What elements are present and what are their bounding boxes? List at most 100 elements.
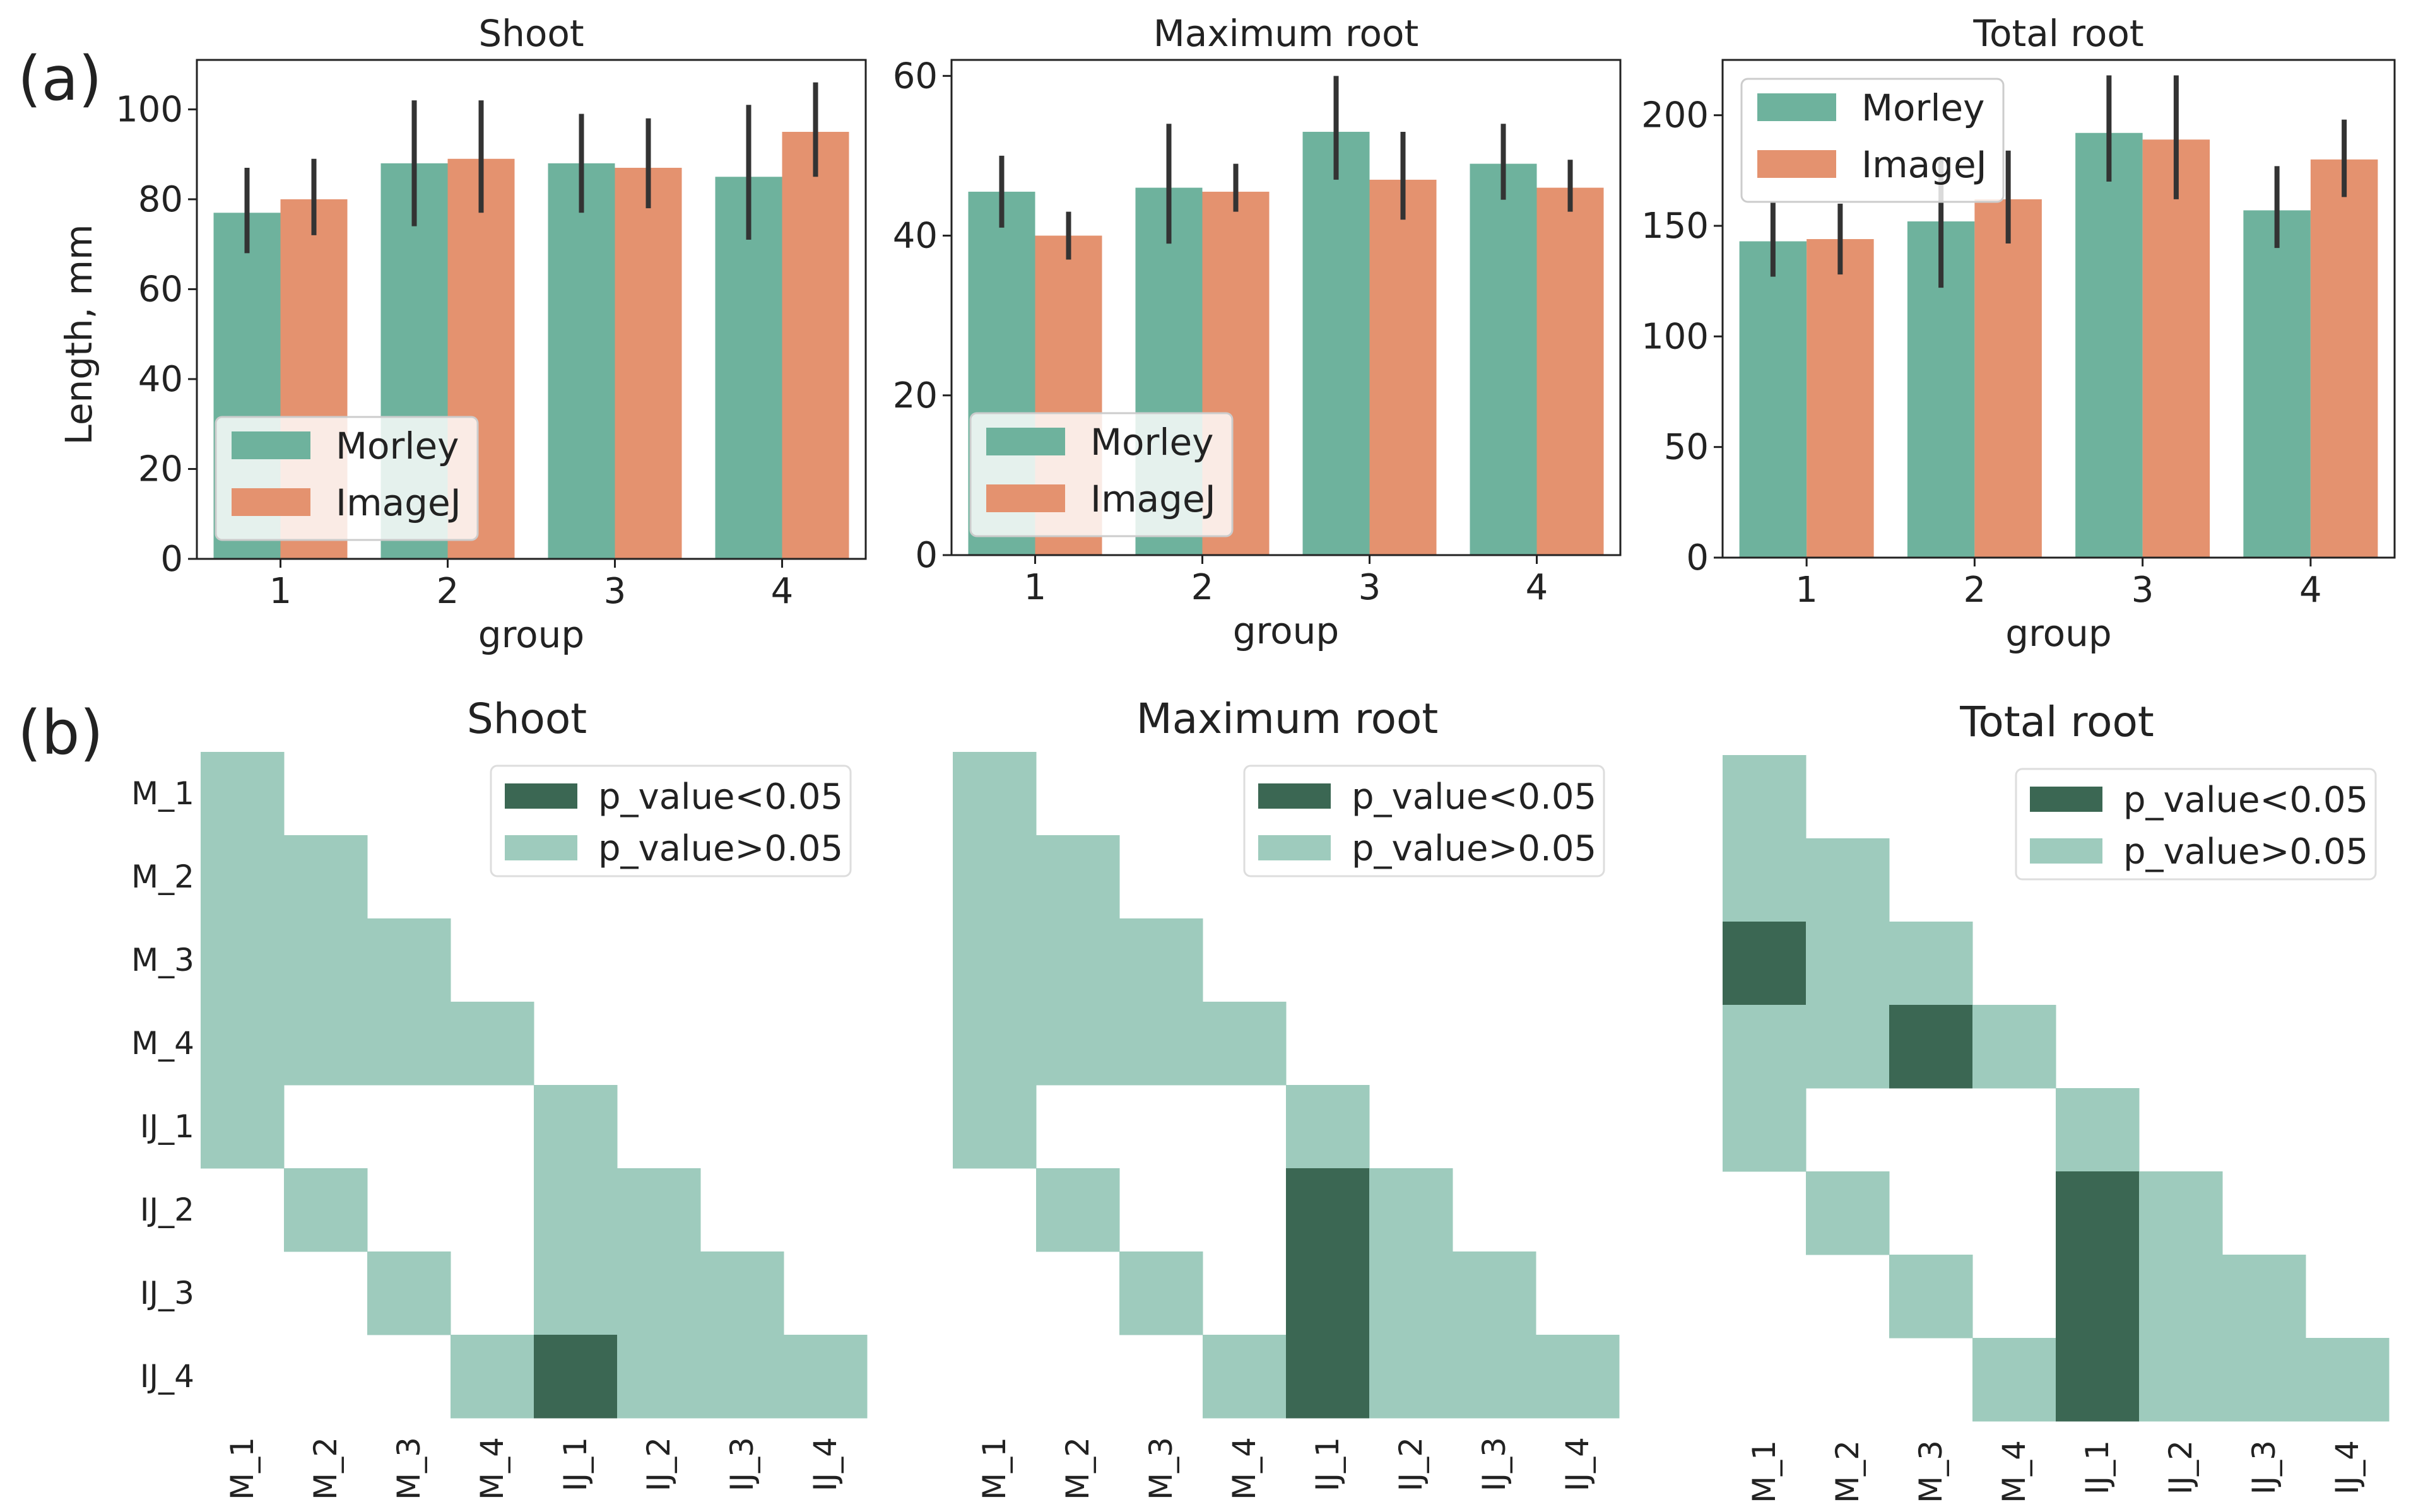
heatmap-cell-IJ_2-IJ_2 <box>617 1168 701 1252</box>
bar-imagej-group-4 <box>2310 159 2378 558</box>
y-tick-label: 100 <box>1641 316 1709 357</box>
x-tick-label: 3 <box>2131 570 2154 611</box>
col-label: M_3 <box>1143 1437 1179 1500</box>
col-label: M_4 <box>1996 1440 2032 1503</box>
col-label: IJ_4 <box>807 1437 844 1491</box>
bar-morley-group-4 <box>1470 163 1537 555</box>
heatmap-cell-IJ_3-IJ_2 <box>617 1251 701 1335</box>
heatmap-cell-IJ_4-IJ_1 <box>1286 1335 1370 1419</box>
col-label: M_1 <box>224 1437 261 1500</box>
heatmap-cell-M_4-M_4 <box>1203 1002 1287 1086</box>
heatmap-legend: p_value<0.05 p_value>0.05 <box>490 765 852 877</box>
legend-swatch-significant <box>505 783 577 809</box>
legend-swatch-not-significant <box>505 835 577 860</box>
heatmap-cell-M_3-M_3 <box>367 918 451 1002</box>
heatmap-cell-IJ_4-IJ_3 <box>700 1335 784 1419</box>
bar-chart-1: Shoot 0 20 40 60 80 100 1 2 3 4 group Length, mm Morl… <box>57 12 867 656</box>
col-label: IJ_3 <box>1476 1437 1512 1491</box>
col-label: M_4 <box>1226 1437 1263 1500</box>
y-tick-label: 50 <box>1664 427 1709 468</box>
heatmap-1: Shoot M_1 M_2 M_3 M_4 IJ_1 IJ_2 IJ_3 IJ_4 M_1 M_2 M… <box>131 694 868 1500</box>
col-label: IJ_3 <box>724 1437 760 1491</box>
heatmap-cell-IJ_4-IJ_1 <box>534 1335 618 1419</box>
heatmap-cell-IJ_2-M_2 <box>1036 1168 1120 1252</box>
row-label: M_4 <box>131 1025 194 1062</box>
bar-morley-group-3 <box>1302 131 1370 556</box>
y-tick-label: 60 <box>138 269 183 310</box>
col-label: IJ_4 <box>1559 1437 1596 1491</box>
x-tick-label: 2 <box>1964 570 1986 611</box>
legend-swatch-significant <box>2030 787 2102 812</box>
heatmap-cell-IJ_1-M_1 <box>201 1085 285 1169</box>
heatmap-cell-M_4-M_3 <box>1119 1002 1203 1086</box>
y-tick-label: 0 <box>915 535 938 576</box>
heatmap-cell-M_4-M_4 <box>1972 1005 2056 1089</box>
heatmap-cell-M_4-M_2 <box>1036 1002 1120 1086</box>
heatmap-cell-M_4-M_4 <box>451 1002 534 1086</box>
legend-swatch-significant <box>1258 783 1331 809</box>
bar-chart-3: Total root 0 50 100 150 200 1 2 3 4 group Morley Ima… <box>1641 12 2396 655</box>
x-tick-label: 1 <box>269 571 292 612</box>
legend-swatch-morley <box>1757 93 1836 121</box>
legend-box <box>2015 768 2377 881</box>
heatmap-cell-IJ_1-IJ_1 <box>1286 1085 1370 1169</box>
bar-morley-group-3 <box>2075 132 2143 558</box>
y-tick-label: 40 <box>893 216 938 257</box>
legend-swatch-imagej <box>1757 150 1836 178</box>
x-tick-label: 4 <box>1526 567 1548 608</box>
legend-label-morley: Morley <box>1090 421 1214 464</box>
bar-imagej-group-2 <box>1974 199 2042 558</box>
row-label: IJ_2 <box>140 1192 194 1228</box>
heatmap-cell-IJ_1-M_1 <box>1723 1088 1807 1172</box>
heatmap-cell-M_4-M_3 <box>1889 1005 1973 1089</box>
legend-swatch-not-significant <box>1258 835 1331 860</box>
heatmap-cell-IJ_3-IJ_3 <box>1453 1251 1536 1335</box>
col-label: M_1 <box>1746 1440 1783 1503</box>
heatmap-cell-IJ_3-IJ_3 <box>2222 1255 2306 1339</box>
heatmap-cell-M_3-M_1 <box>953 918 1037 1002</box>
heatmap-cell-IJ_2-IJ_1 <box>534 1168 618 1252</box>
heatmap-2: Maximum root M_1 M_2 M_3 M_4 IJ_1 IJ_2 IJ_3 IJ_4… <box>953 694 1620 1500</box>
heatmap-cell-IJ_2-IJ_1 <box>1286 1168 1370 1252</box>
col-label: IJ_2 <box>640 1437 677 1491</box>
heatmap-cell-IJ_2-M_2 <box>1806 1171 1890 1255</box>
col-label: M_3 <box>391 1437 427 1500</box>
heatmap-cell-IJ_4-IJ_3 <box>2222 1338 2306 1422</box>
bar-imagej-group-4 <box>1536 187 1604 555</box>
legend-label-morley: Morley <box>1861 86 1985 129</box>
col-label: IJ_4 <box>2329 1440 2366 1494</box>
heatmap-cell-M_4-M_1 <box>953 1002 1037 1086</box>
bar-morley-group-4 <box>715 177 782 559</box>
bar-morley-group-3 <box>548 163 615 560</box>
col-label: M_3 <box>1913 1440 1949 1503</box>
heatmap-cell-M_2-M_2 <box>1806 838 1890 922</box>
row-label: M_3 <box>131 942 194 978</box>
bar-morley-group-4 <box>2243 210 2311 558</box>
heatmap-cell-M_3-M_3 <box>1119 918 1203 1002</box>
y-tick-label: 20 <box>138 448 183 489</box>
heatmap-cell-M_2-M_2 <box>1036 835 1120 919</box>
legend-swatch-morley <box>232 431 310 459</box>
axes-frame <box>196 59 867 560</box>
heatmap-cell-M_4-M_1 <box>1723 1005 1807 1089</box>
heatmap-cell-IJ_4-IJ_1 <box>2056 1338 2140 1422</box>
legend-label-significant: p_value<0.05 <box>1352 777 1596 818</box>
legend-label-imagej: ImageJ <box>336 481 461 524</box>
legend: Morley ImageJ <box>1740 78 2005 203</box>
heatmap-cell-IJ_2-IJ_2 <box>2139 1171 2223 1255</box>
heatmap-cell-M_2-M_2 <box>284 835 368 919</box>
col-label: IJ_2 <box>1393 1437 1429 1491</box>
row-label: IJ_4 <box>140 1358 194 1395</box>
chart-title: Shoot <box>478 12 584 55</box>
heatmap-cell-IJ_3-M_3 <box>367 1251 451 1335</box>
bar-imagej-group-3 <box>1369 179 1437 556</box>
heatmap-cell-IJ_2-IJ_1 <box>2056 1171 2140 1255</box>
heatmap-cell-IJ_4-IJ_2 <box>617 1335 701 1419</box>
legend-swatch-imagej <box>986 484 1065 512</box>
heatmap-cell-IJ_3-M_3 <box>1889 1255 1973 1339</box>
heatmap-cell-M_3-M_3 <box>1889 922 1973 1005</box>
bar-imagej-group-3 <box>2142 139 2210 558</box>
heatmap-cell-M_3-M_2 <box>1806 922 1890 1005</box>
heatmap-cell-IJ_4-IJ_2 <box>1369 1335 1453 1419</box>
